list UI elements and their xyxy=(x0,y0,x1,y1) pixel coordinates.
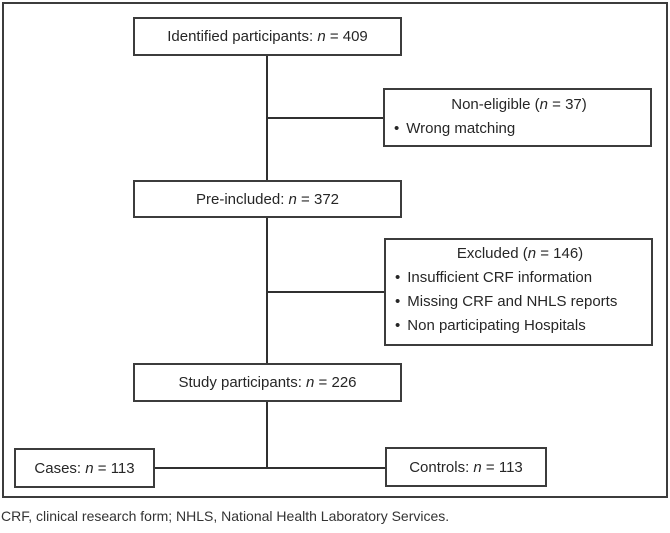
bullet-icon: • xyxy=(395,317,401,334)
connector-line-to-non-eligible xyxy=(267,117,383,119)
n-symbol: n xyxy=(306,374,315,391)
label-text: = 409 xyxy=(325,28,368,45)
box-label: Cases: n = 113 xyxy=(34,460,134,477)
connector-line-cases-controls xyxy=(155,467,385,469)
label-text: Study participants: xyxy=(178,374,307,391)
box-pre-included: Pre-included: n = 372 xyxy=(133,180,402,218)
bullet-icon: • xyxy=(395,293,401,310)
n-symbol: n xyxy=(85,459,94,477)
label-text: = 113 xyxy=(93,459,135,477)
bullet-item: • Non participating Hospitals xyxy=(395,314,645,338)
box-cases: Cases: n = 113 xyxy=(14,448,155,488)
label-text: = 372 xyxy=(296,190,340,208)
bullet-text: Insufficient CRF information xyxy=(407,269,593,286)
box-title: Non-eligible (n = 37) xyxy=(394,93,644,117)
label-text: Excluded ( xyxy=(456,245,528,262)
box-identified-participants: Identified participants: n = 409 xyxy=(133,17,402,56)
label-text: = 113 xyxy=(481,458,523,476)
label-text: = 146) xyxy=(536,245,584,262)
bullet-icon: • xyxy=(394,120,400,137)
bullet-text: Non participating Hospitals xyxy=(407,317,586,334)
connector-line-preincluded-to-study xyxy=(266,218,268,363)
label-text: = 226 xyxy=(314,374,357,391)
box-label: Controls: n = 113 xyxy=(409,459,523,476)
box-label: Pre-included: n = 372 xyxy=(196,191,339,208)
label-text: Non-eligible ( xyxy=(451,96,540,113)
label-text: = 37) xyxy=(547,96,587,113)
bullet-item: • Wrong matching xyxy=(394,117,644,141)
figure-caption: CRF, clinical research form; NHLS, Natio… xyxy=(1,508,450,524)
box-label: Identified participants: n = 409 xyxy=(167,28,368,45)
bullet-text: Wrong matching xyxy=(406,120,516,137)
box-excluded: Excluded (n = 146) • Insufficient CRF inf… xyxy=(384,238,653,346)
n-symbol: n xyxy=(539,96,548,113)
box-title: Excluded (n = 146) xyxy=(395,242,645,266)
bullet-icon: • xyxy=(395,269,401,286)
bullet-text: Missing CRF and NHLS reports xyxy=(407,293,618,310)
connector-line-study-to-split xyxy=(266,402,268,468)
bullet-item: • Missing CRF and NHLS reports xyxy=(395,290,645,314)
n-symbol: n xyxy=(527,245,537,262)
label-text: Pre-included: xyxy=(195,190,289,208)
box-study-participants: Study participants: n = 226 xyxy=(133,363,402,402)
box-non-eligible: Non-eligible (n = 37) • Wrong matching xyxy=(383,88,652,147)
n-symbol: n xyxy=(288,190,297,208)
label-text: Controls: xyxy=(409,458,474,476)
label-text: Identified participants: xyxy=(167,28,318,45)
bullet-item: • Insufficient CRF information xyxy=(395,266,645,290)
n-symbol: n xyxy=(473,458,482,476)
box-controls: Controls: n = 113 xyxy=(385,447,547,487)
box-label: Study participants: n = 226 xyxy=(178,374,356,391)
n-symbol: n xyxy=(317,28,326,45)
label-text: Cases: xyxy=(34,459,86,477)
connector-line-to-excluded xyxy=(267,291,384,293)
